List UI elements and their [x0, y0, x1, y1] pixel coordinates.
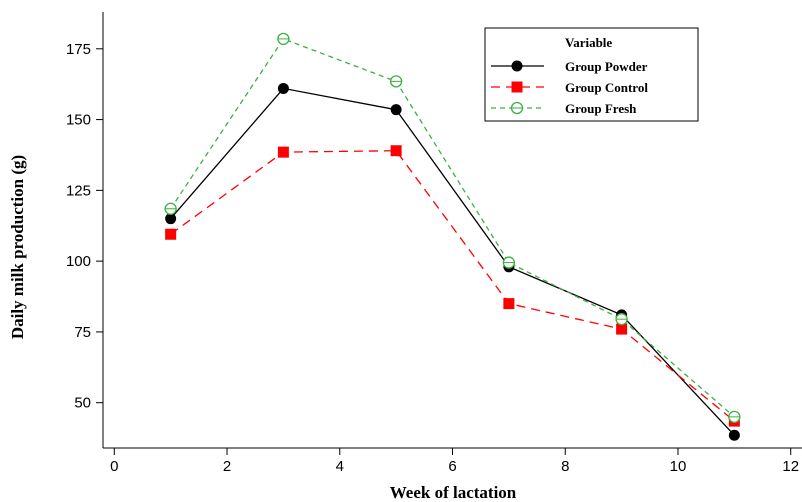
legend-item: Group Powder	[491, 59, 648, 74]
y-tick-label: 100	[66, 253, 91, 270]
data-point	[390, 145, 402, 157]
legend-item: Group Control	[491, 80, 648, 95]
data-point	[615, 313, 628, 326]
data-point	[277, 32, 290, 46]
x-tick-label: 2	[223, 458, 231, 475]
data-point	[164, 202, 177, 215]
x-tick-label: 4	[336, 458, 344, 475]
x-tick-label: 0	[110, 458, 118, 475]
x-tick-label: 10	[670, 458, 687, 475]
data-point	[728, 429, 740, 441]
x-tick-label: 8	[561, 458, 569, 475]
legend-label: Group Fresh	[565, 101, 637, 116]
data-point	[502, 256, 516, 269]
x-axis-title: Week of lactation	[390, 483, 517, 502]
legend-marker	[511, 60, 523, 72]
legend-item: Group Fresh	[491, 101, 637, 116]
data-point	[728, 410, 741, 424]
data-point	[277, 146, 289, 158]
legend-label: Group Control	[565, 80, 648, 95]
legend-title: Variable	[565, 35, 612, 50]
legend-marker	[511, 81, 523, 93]
data-point	[165, 213, 177, 225]
series-group-powder	[165, 82, 740, 441]
legend: Variable Group Powder Group Control Group …	[484, 27, 699, 122]
data-point	[389, 75, 403, 88]
data-point	[390, 104, 402, 116]
x-tick-label: 6	[448, 458, 456, 475]
series-line	[170, 38, 735, 418]
y-tick-label: 175	[66, 41, 91, 58]
y-tick-label: 75	[74, 324, 91, 341]
legend-label: Group Powder	[565, 59, 648, 74]
y-tick-label: 150	[66, 112, 91, 129]
series-line	[170, 87, 735, 436]
y-axis-title: Daily milk production (g)	[8, 155, 27, 339]
series-layer	[164, 32, 741, 441]
y-tick-label: 50	[74, 395, 91, 412]
y-tick-label: 125	[66, 182, 91, 199]
legend-marker	[510, 101, 524, 115]
data-point	[165, 228, 177, 240]
series-group-fresh	[164, 32, 741, 424]
data-point	[277, 82, 289, 94]
data-point	[503, 298, 515, 310]
series-line	[170, 150, 735, 422]
data-point	[616, 323, 628, 335]
axes: 50 75 100 125 150 175 0 2 4 6 8 10 12	[66, 12, 802, 475]
x-tick-label: 12	[782, 458, 799, 475]
